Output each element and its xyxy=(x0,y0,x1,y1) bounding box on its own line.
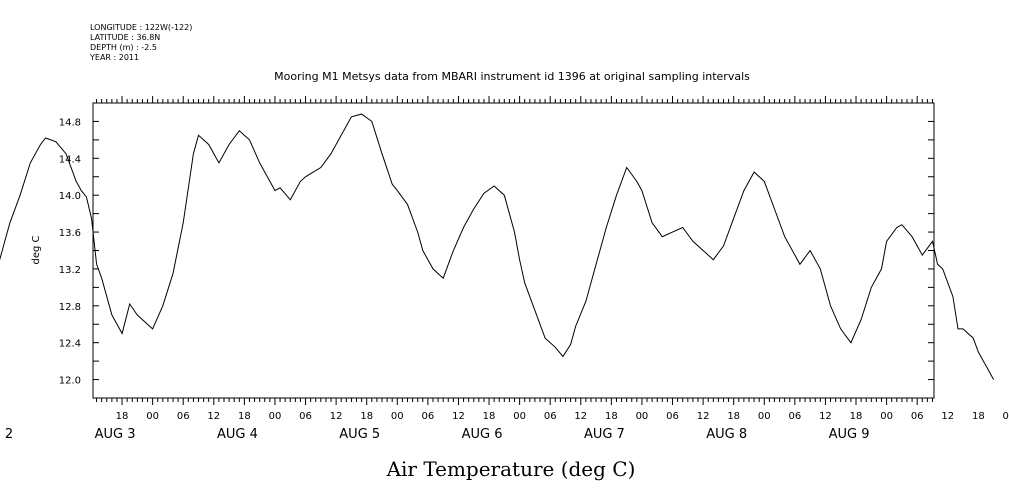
x-axis: 18 00 06 12 18 00 06 12 18 00 06 12 18 00 06 12 18 00 06 12… xyxy=(0,96,1009,442)
x-hour-label: 18 xyxy=(972,411,985,422)
x-hour-label: 00 xyxy=(636,411,649,422)
meta-line-year: YEAR : 2011 xyxy=(89,53,139,62)
plot-frame xyxy=(92,102,935,399)
x-day-label: AUG 5 xyxy=(339,427,380,442)
x-hour-label: 06 xyxy=(422,411,435,422)
x-hour-label: 06 xyxy=(788,411,801,422)
y-tick-label: 14.8 xyxy=(59,117,81,128)
x-hour-label: 00 xyxy=(391,411,404,422)
x-hour-label: 12 xyxy=(207,411,220,422)
y-tick-label: 14.4 xyxy=(59,154,81,165)
x-hour-label: 00 xyxy=(1003,411,1009,422)
y-tick-label: 12.8 xyxy=(59,302,81,313)
x-axis-label: Air Temperature (deg C) xyxy=(386,457,636,481)
x-hour-label: 18 xyxy=(360,411,373,422)
x-hour-label: 12 xyxy=(819,411,832,422)
x-hour-label: 00 xyxy=(269,411,282,422)
meta-line-longitude: LONGITUDE : 122W(-122) xyxy=(90,23,192,32)
x-hour-label: 06 xyxy=(666,411,679,422)
x-hour-label: 00 xyxy=(758,411,771,422)
x-hour-label: 18 xyxy=(727,411,740,422)
y-axis: 12.0 12.4 12.8 13.2 13.6 14.0 14.4 14.8 xyxy=(59,117,934,387)
y-axis-label: deg C xyxy=(31,235,42,264)
meta-block: LONGITUDE : 122W(-122) LATITUDE : 36.8N … xyxy=(89,23,192,62)
x-day-label: AUG 3 xyxy=(95,427,136,442)
x-hour-label: 18 xyxy=(483,411,496,422)
x-day-label: AUG 2 xyxy=(0,427,13,442)
y-tick-label: 13.2 xyxy=(59,265,81,276)
x-hour-label: 12 xyxy=(452,411,465,422)
x-day-label: AUG 8 xyxy=(706,427,747,442)
x-hour-label: 18 xyxy=(850,411,863,422)
x-day-label: AUG 6 xyxy=(462,427,503,442)
x-hour-label: 18 xyxy=(605,411,618,422)
x-hour-label: 18 xyxy=(116,411,129,422)
x-hour-label: 18 xyxy=(238,411,251,422)
y-tick-label: 12.0 xyxy=(59,376,81,387)
y-tick-label: 14.0 xyxy=(59,191,81,202)
x-hour-label: 00 xyxy=(513,411,526,422)
x-hour-label: 12 xyxy=(941,411,954,422)
y-tick-label: 13.6 xyxy=(59,228,81,239)
x-hour-label: 00 xyxy=(146,411,159,422)
meta-line-depth: DEPTH (m) : -2.5 xyxy=(90,43,157,52)
x-hour-label: 06 xyxy=(544,411,557,422)
x-day-label: AUG 4 xyxy=(217,427,258,442)
x-day-label: AUG 7 xyxy=(584,427,625,442)
series-line-air-temperature xyxy=(0,113,995,380)
x-hour-label: 12 xyxy=(697,411,710,422)
y-tick-label: 12.4 xyxy=(59,339,81,350)
x-hour-label: 06 xyxy=(177,411,190,422)
x-hour-label: 06 xyxy=(299,411,312,422)
x-day-label: AUG 9 xyxy=(829,427,870,442)
x-hour-label: 12 xyxy=(574,411,587,422)
x-hour-label: 12 xyxy=(330,411,343,422)
x-hour-label: 00 xyxy=(880,411,893,422)
meta-line-latitude: LATITUDE : 36.8N xyxy=(90,33,160,42)
x-hour-label: 06 xyxy=(911,411,924,422)
chart-title: Mooring M1 Metsys data from MBARI instru… xyxy=(274,70,750,83)
